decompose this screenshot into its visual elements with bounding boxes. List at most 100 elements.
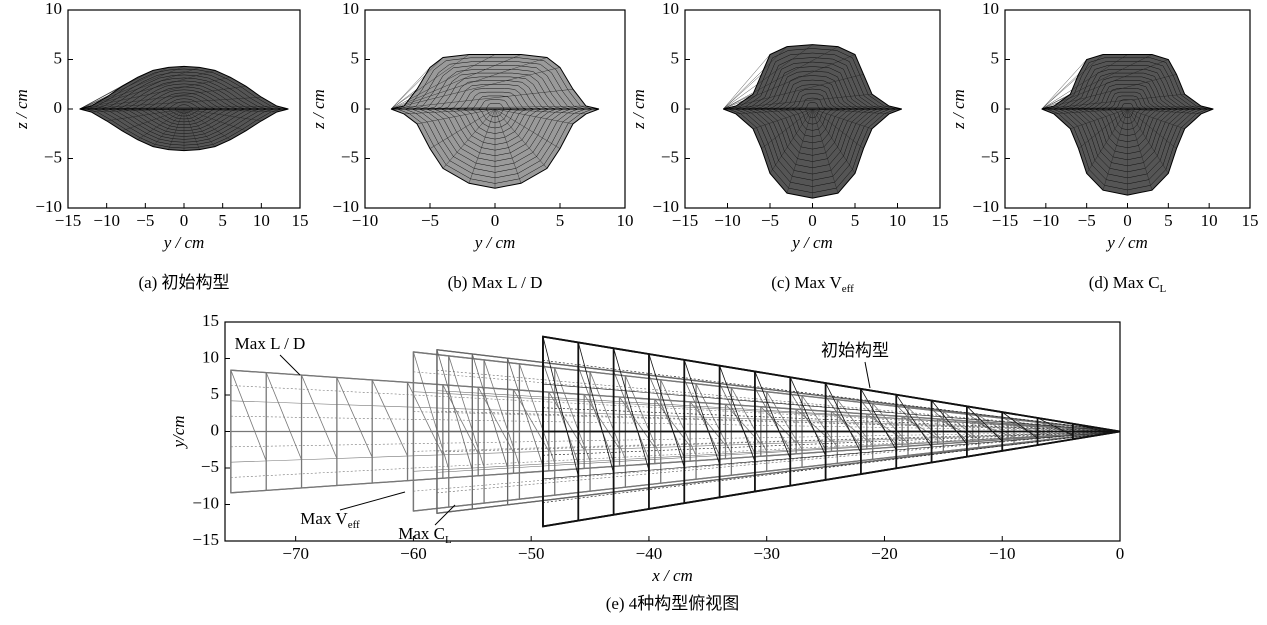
x-tick-label: 0 (1123, 211, 1132, 230)
y-tick-label: −10 (972, 197, 999, 216)
y-tick-label: 0 (351, 98, 360, 117)
panel: Max L / DMax VeffMax CL初始构型−70−60−50−40−… (169, 311, 1124, 613)
x-tick-label: −10 (1033, 211, 1060, 230)
label-text: (d) Max C (1089, 273, 1160, 292)
caption: (a) 初始构型 (138, 273, 229, 292)
x-tick-label: 5 (851, 211, 860, 230)
x-axis-label: y / cm (1105, 233, 1148, 252)
label-text: (c) Max V (771, 273, 842, 292)
x-tick-label: 15 (292, 211, 309, 230)
x-tick-label: −5 (761, 211, 779, 230)
y-tick-label: 5 (351, 48, 360, 67)
y-axis-label: z / cm (949, 89, 968, 130)
y-tick-label: 15 (202, 311, 219, 330)
mesh-line (437, 391, 1120, 432)
y-tick-label: −10 (192, 493, 219, 512)
mesh-line (266, 373, 301, 460)
caption: (b) Max L / D (448, 273, 543, 292)
x-tick-label: −5 (1078, 211, 1096, 230)
x-tick-label: −20 (871, 544, 898, 563)
y-tick-label: −5 (44, 147, 62, 166)
mesh-line (302, 375, 337, 458)
y-tick-label: −10 (332, 197, 359, 216)
x-tick-label: −30 (753, 544, 780, 563)
label-text: Max C (398, 524, 445, 543)
x-tick-label: −10 (714, 211, 741, 230)
y-tick-label: −5 (341, 147, 359, 166)
mesh-line (437, 370, 1120, 431)
label-text: Max V (300, 509, 348, 528)
x-tick-label: −5 (421, 211, 439, 230)
y-axis-label: z / cm (309, 89, 328, 130)
caption: (d) Max CL (1089, 273, 1167, 295)
y-tick-label: −5 (201, 457, 219, 476)
x-tick-label: −10 (93, 211, 120, 230)
y-tick-label: 5 (671, 48, 680, 67)
label-subscript: L (1160, 283, 1167, 295)
x-tick-label: 0 (808, 211, 817, 230)
x-tick-label: −10 (989, 544, 1016, 563)
y-tick-label: −5 (661, 147, 679, 166)
mesh-line (372, 380, 407, 456)
y-tick-label: 5 (991, 48, 1000, 67)
x-tick-label: 10 (1201, 211, 1218, 230)
y-axis-label: z / cm (629, 89, 648, 130)
mesh-line (337, 377, 372, 457)
x-axis-label: y / cm (473, 233, 516, 252)
y-tick-label: 5 (211, 384, 220, 403)
x-tick-label: −70 (282, 544, 309, 563)
y-tick-label: 10 (342, 0, 359, 18)
annotation: Max CL (398, 524, 452, 546)
x-tick-label: 15 (1242, 211, 1259, 230)
annotation: Max Veff (300, 509, 360, 531)
x-tick-label: 10 (889, 211, 906, 230)
page: −15−10−5051015−10−50510y / cmz / cm(a) 初… (0, 0, 1267, 625)
y-tick-label: 0 (211, 420, 220, 439)
label-subscript: eff (348, 519, 360, 531)
x-tick-label: 10 (617, 211, 634, 230)
leader-line (865, 362, 870, 388)
x-tick-label: 5 (218, 211, 227, 230)
x-axis-label: y / cm (790, 233, 833, 252)
x-tick-label: 0 (1116, 544, 1125, 563)
y-tick-label: 0 (54, 98, 63, 117)
x-axis-label: x / cm (651, 566, 693, 585)
y-tick-label: −15 (192, 530, 219, 549)
caption: (e) 4种构型俯视图 (606, 594, 740, 613)
y-tick-label: 10 (982, 0, 999, 18)
mesh-line (437, 432, 1120, 493)
x-tick-label: −5 (136, 211, 154, 230)
y-axis-label: z / cm (12, 89, 31, 130)
x-tick-label: 10 (253, 211, 270, 230)
annotation: 初始构型 (821, 341, 889, 360)
x-axis-label: y / cm (162, 233, 205, 252)
x-tick-label: −60 (400, 544, 427, 563)
figure: −15−10−5051015−10−50510y / cmz / cm(a) 初… (0, 0, 1267, 625)
leader-line (280, 355, 300, 375)
x-tick-label: 15 (932, 211, 949, 230)
x-tick-label: 5 (1164, 211, 1173, 230)
y-axis-label: y/cm (169, 415, 188, 449)
y-tick-label: 10 (202, 347, 219, 366)
y-tick-label: 5 (54, 48, 63, 67)
y-tick-label: 10 (662, 0, 679, 18)
y-tick-label: 0 (671, 98, 680, 117)
label-subscript: L (445, 534, 452, 546)
annotation: Max L / D (235, 334, 306, 353)
y-tick-label: 0 (991, 98, 1000, 117)
mesh-line (231, 370, 266, 461)
label-subscript: eff (842, 283, 854, 295)
y-tick-label: 10 (45, 0, 62, 18)
caption: (c) Max Veff (771, 273, 854, 295)
y-tick-label: −5 (981, 147, 999, 166)
leader-line (340, 492, 405, 510)
mesh-line (231, 386, 1120, 432)
x-tick-label: 0 (180, 211, 189, 230)
panel: −15−10−5051015−10−50510y / cmz / cm(c) M… (629, 0, 949, 295)
x-tick-label: −50 (518, 544, 545, 563)
x-tick-label: 5 (556, 211, 565, 230)
mesh-line (437, 432, 1120, 473)
y-tick-label: −10 (652, 197, 679, 216)
